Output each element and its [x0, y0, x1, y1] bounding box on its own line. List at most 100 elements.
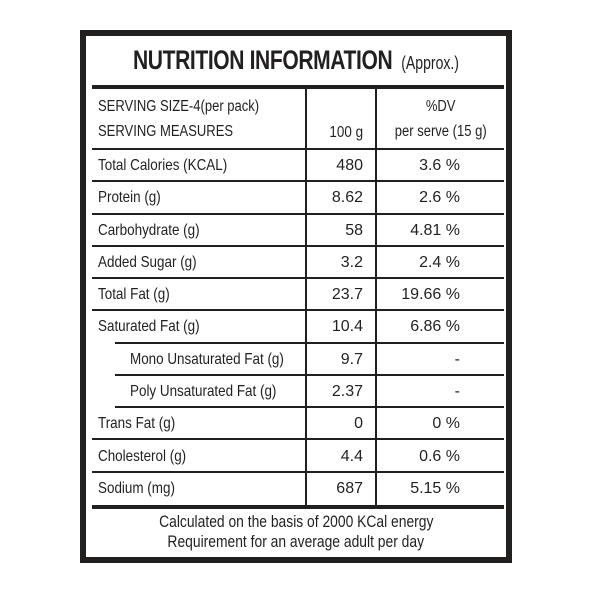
amount-value: 23.7 [331, 286, 363, 304]
amount-cell: 0 [305, 408, 375, 440]
table-row: Carbohydrate (g) 58 4.81 % [86, 215, 506, 248]
dv-cell: - [375, 376, 506, 408]
dv-header-cell: %DV per serve (15 g) [375, 89, 506, 150]
nutrient-label-cell: Total Calories (KCAL) [86, 150, 305, 182]
footer-line1: Calculated on the basis of 2000 KCal ene… [158, 513, 434, 532]
nutrient-label-cell: Cholesterol (g) [86, 440, 305, 472]
dv-cell: 19.66 % [375, 279, 506, 311]
nutrient-label-cell: Protein (g) [86, 182, 305, 214]
serving-measures-line: SERVING MEASURES [98, 122, 234, 140]
dv-cell: 3.6 % [375, 150, 506, 182]
nutrient-label: Total Fat (g) [98, 286, 170, 304]
amount-value: 9.7 [340, 350, 363, 368]
nutrient-label: Added Sugar (g) [98, 253, 197, 271]
title-main: NUTRITION INFORMATION [132, 45, 393, 75]
table-row: Mono Unsaturated Fat (g) 9.7 - [86, 344, 506, 377]
amount-cell: 58 [305, 215, 375, 247]
dv-value: 4.81 % [410, 221, 460, 239]
dv-value: 19.66 % [401, 286, 460, 304]
table-header-row: SERVING SIZE-4(per pack) SERVING MEASURE… [86, 89, 506, 150]
amount-cell: 2.37 [305, 376, 375, 408]
amount-value: 2.37 [331, 382, 363, 400]
footer-divider [92, 504, 504, 509]
nutrient-label-cell: Trans Fat (g) [86, 408, 305, 440]
nutrient-label-cell: Mono Unsaturated Fat (g) [86, 344, 305, 376]
table-row: Trans Fat (g) 0 0 % [86, 408, 506, 441]
dv-value: - [454, 382, 460, 400]
amount-cell: 23.7 [305, 279, 375, 311]
table-row: Cholesterol (g) 4.4 0.6 % [86, 440, 506, 473]
nutrient-label: Trans Fat (g) [98, 415, 176, 433]
nutrition-label: NUTRITION INFORMATION (Approx.) SERVING … [80, 30, 512, 563]
serving-size-line: SERVING SIZE-4(per pack) [98, 98, 260, 116]
dv-value: 0 % [432, 415, 460, 433]
nutrient-label: Carbohydrate (g) [98, 221, 200, 239]
dv-value: 6.86 % [410, 318, 460, 336]
table-row: Total Calories (KCAL) 480 3.6 % [86, 150, 506, 183]
amount-header-cell: 100 g [305, 89, 375, 150]
table-row: Poly Unsaturated Fat (g) 2.37 - [86, 376, 506, 409]
dv-cell: 4.81 % [375, 215, 506, 247]
amount-cell: 8.62 [305, 182, 375, 214]
amount-cell: 687 [305, 473, 375, 505]
amount-header: 100 g [329, 124, 363, 141]
amount-value: 4.4 [340, 447, 363, 465]
amount-cell: 4.4 [305, 440, 375, 472]
dv-value: 0.6 % [419, 447, 460, 465]
nutrient-label-cell: Poly Unsaturated Fat (g) [86, 376, 305, 408]
amount-value: 687 [336, 479, 363, 497]
dv-cell: 6.86 % [375, 311, 506, 343]
table-row: Protein (g) 8.62 2.6 % [86, 182, 506, 215]
table-row: Saturated Fat (g) 10.4 6.86 % [86, 311, 506, 344]
amount-value: 58 [345, 221, 363, 239]
nutrient-label: Sodium (mg) [98, 479, 175, 497]
nutrient-label-cell: Added Sugar (g) [86, 247, 305, 279]
nutrient-label: Poly Unsaturated Fat (g) [130, 382, 277, 400]
title-approx: (Approx.) [401, 53, 459, 73]
nutrient-label-cell: Sodium (mg) [86, 473, 305, 505]
amount-value: 3.2 [340, 253, 363, 271]
amount-cell: 9.7 [305, 344, 375, 376]
nutrient-label-cell: Saturated Fat (g) [86, 311, 305, 343]
dv-value: - [454, 350, 460, 368]
nutrient-label: Cholesterol (g) [98, 447, 187, 465]
amount-value: 8.62 [331, 189, 363, 207]
table-row: Added Sugar (g) 3.2 2.4 % [86, 247, 506, 280]
serving-info-cell: SERVING SIZE-4(per pack) SERVING MEASURE… [86, 89, 305, 150]
column-divider-2 [375, 89, 377, 505]
footer-line2: Requirement for an average adult per day [167, 532, 425, 551]
amount-value: 0 [354, 415, 363, 433]
dv-value: 3.6 % [419, 157, 460, 175]
amount-cell: 3.2 [305, 247, 375, 279]
nutrient-label-cell: Carbohydrate (g) [86, 215, 305, 247]
dv-cell: 5.15 % [375, 473, 506, 505]
label-title-text: NUTRITION INFORMATION (Approx.) [133, 45, 459, 76]
nutrient-label: Total Calories (KCAL) [98, 157, 228, 175]
nutrient-label: Saturated Fat (g) [98, 318, 200, 336]
label-title: NUTRITION INFORMATION (Approx.) [86, 36, 506, 85]
table-row: Sodium (mg) 687 5.15 % [86, 473, 506, 505]
dv-cell: 0 % [375, 408, 506, 440]
dv-cell: - [375, 344, 506, 376]
nutrient-label-cell: Total Fat (g) [86, 279, 305, 311]
footer-note: Calculated on the basis of 2000 KCal ene… [86, 509, 506, 557]
nutrition-table: SERVING SIZE-4(per pack) SERVING MEASURE… [86, 89, 506, 505]
dv-header-line2: per serve (15 g) [394, 122, 487, 140]
amount-value: 480 [336, 157, 363, 175]
nutrient-label: Protein (g) [98, 189, 161, 207]
dv-cell: 2.4 % [375, 247, 506, 279]
dv-value: 5.15 % [410, 479, 460, 497]
nutrient-label: Mono Unsaturated Fat (g) [130, 350, 284, 368]
dv-header-line1: %DV [425, 98, 456, 116]
dv-value: 2.6 % [419, 189, 460, 207]
column-divider-1 [305, 89, 307, 505]
dv-cell: 2.6 % [375, 182, 506, 214]
dv-cell: 0.6 % [375, 440, 506, 472]
amount-value: 10.4 [331, 318, 363, 336]
dv-value: 2.4 % [419, 253, 460, 271]
amount-cell: 10.4 [305, 311, 375, 343]
amount-cell: 480 [305, 150, 375, 182]
table-row: Total Fat (g) 23.7 19.66 % [86, 279, 506, 312]
table-body: Total Calories (KCAL) 480 3.6 % Protein (g)… [86, 150, 506, 505]
